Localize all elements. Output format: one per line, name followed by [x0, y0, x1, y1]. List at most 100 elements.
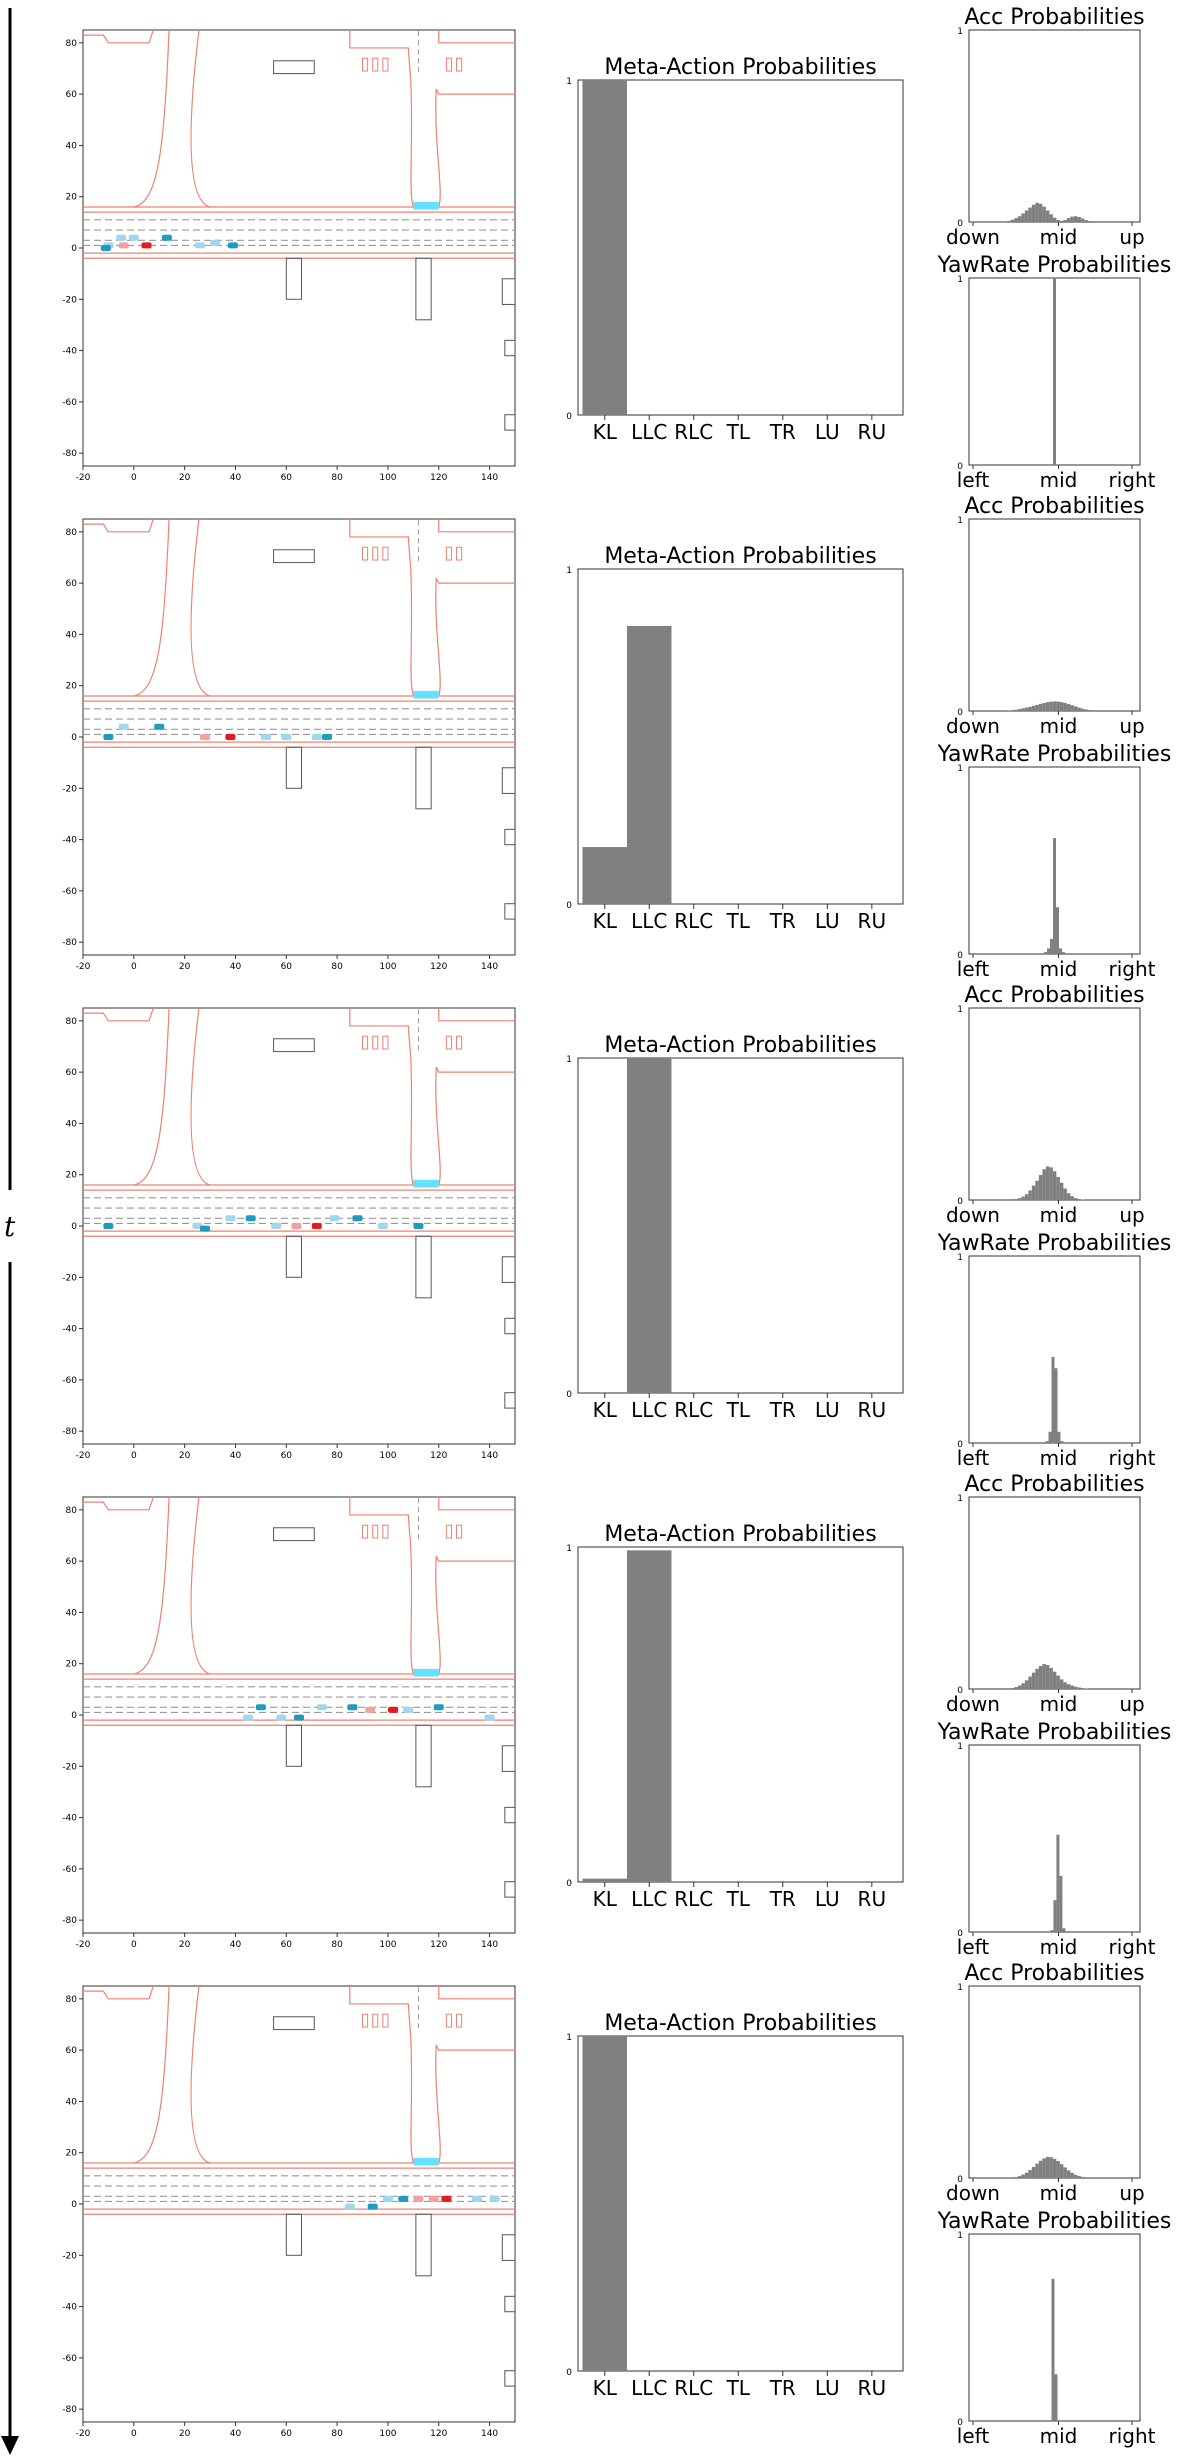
obstacle: [415, 1235, 432, 1299]
acc-chart: Acc Probabilities down mid up 1 0: [946, 1961, 1145, 2205]
acc-bar: [1066, 218, 1071, 222]
map-x-tick-label: 140: [481, 2429, 498, 2439]
acc-bar: [1010, 219, 1015, 222]
road-curve: [133, 1986, 170, 2164]
obstacle: [273, 2016, 315, 2031]
frame-2: -20 0 20 40 60 80 100 120 140806040200-20-40-60-…: [62, 494, 1171, 981]
acc-bar: [1042, 1664, 1046, 1689]
meta-tick-label-TR: TR: [769, 1887, 796, 1911]
obstacle: [504, 1806, 515, 1824]
acc-plot-area: [968, 1007, 1141, 1201]
yawrate-chart: YawRate Probabilities left mid right 1 0: [937, 2209, 1172, 2448]
map-y-tick-label: 60: [66, 1068, 78, 1078]
yaw-bar: [1053, 278, 1056, 465]
road-branch: [435, 2044, 515, 2164]
acc-bar: [1070, 705, 1074, 711]
meta-tick-label-RU: RU: [858, 909, 887, 933]
meta-tick-label-TL: TL: [726, 909, 751, 933]
obstacle: [285, 257, 303, 300]
yaw-tick-label-right: right: [1109, 1935, 1156, 1959]
acc-bar: [1021, 1683, 1025, 1689]
acc-bar: [1014, 1687, 1018, 1689]
map-y-tick-label: 40: [66, 1119, 78, 1129]
acc-bar: [1052, 701, 1057, 711]
road-stub: [372, 1524, 379, 1539]
acc-title: Acc Probabilities: [964, 983, 1144, 1008]
map-y-tick-label: -40: [62, 347, 77, 357]
acc-bar: [1077, 707, 1081, 711]
yaw-tick-label-right: right: [1109, 1446, 1156, 1470]
map-x-tick-label: 20: [179, 962, 191, 972]
acc-bar: [1038, 703, 1043, 711]
map-x-tick-label: 120: [430, 962, 447, 972]
road-stub: [382, 546, 389, 561]
acc-bar: [1035, 202, 1039, 222]
road-stub: [372, 546, 379, 561]
vehicle: [347, 1704, 358, 1711]
acc-bar: [1045, 702, 1050, 711]
road-stub: [372, 57, 379, 72]
map-panel: -20 0 20 40 60 80 100 120 140 80 60 40 20 0 -20 -40 -60 -…: [62, 1496, 516, 1950]
meta-tick-label-TL: TL: [726, 1398, 751, 1422]
obstacle: [273, 60, 315, 75]
acc-bar: [1080, 708, 1085, 711]
acc-bar: [1031, 1185, 1036, 1200]
obstacle: [285, 1724, 303, 1767]
road-curve: [190, 30, 211, 208]
map-y-tick-label: -60: [62, 2354, 77, 2364]
map-x-tick-label: 0: [131, 962, 137, 972]
acc-bar: [1070, 2172, 1074, 2178]
acc-bar: [1024, 210, 1029, 222]
meta-tick-label-RU: RU: [858, 1398, 887, 1422]
meta-action-chart: Meta-Action Probabilities KL LLC RLC TL TR LU R…: [566, 544, 904, 933]
road-branch: [438, 1986, 515, 2000]
acc-tick-label-up: up: [1119, 1692, 1144, 1716]
acc-y-tick-label: 0: [957, 219, 963, 229]
map-x-tick-label: 100: [379, 473, 396, 483]
obstacle: [501, 2234, 515, 2261]
yawrate-chart: YawRate Probabilities left mid right 1 0: [937, 1231, 1172, 1470]
yaw-tick-label-left: left: [957, 1935, 990, 1959]
road-curve: [190, 1008, 211, 1186]
yaw-bar: [1059, 948, 1062, 954]
vehicle: [413, 2195, 424, 2202]
acc-tick-label-down: down: [946, 1203, 1000, 1227]
road-stub: [456, 2013, 463, 2028]
acc-bar: [1007, 710, 1011, 711]
map-y-tick-label: -20: [62, 1762, 77, 1772]
map-x-tick-label: 80: [331, 473, 343, 483]
vehicle: [367, 2203, 378, 2210]
vehicle: [227, 242, 238, 249]
map-x-tick-label: 60: [281, 1451, 293, 1461]
obstacle: [504, 903, 515, 920]
acc-title: Acc Probabilities: [964, 1472, 1144, 1497]
meta-tick-label-LLC: LLC: [631, 909, 667, 933]
road-branch: [435, 577, 515, 697]
acc-bar: [1070, 1196, 1074, 1200]
vehicle: [192, 1223, 203, 1229]
road-stub: [362, 1524, 369, 1539]
road-branch: [438, 1008, 515, 1022]
meta-action-chart: Meta-Action Probabilities KL LLC RLC TL TR LU R…: [566, 1522, 904, 1911]
map-y-tick-label: 20: [66, 682, 78, 692]
meta-y-tick-label: 1: [566, 566, 572, 576]
yaw-bar: [1051, 1356, 1055, 1443]
obstacle: [273, 1527, 315, 1542]
map-y-tick-label: 20: [66, 2149, 78, 2159]
acc-bar: [1017, 1685, 1022, 1689]
yawrate-chart: YawRate Probabilities left mid right 1 0: [937, 1720, 1172, 1959]
yaw-y-tick-label: 0: [957, 2418, 963, 2428]
vehicle: [311, 1223, 322, 1229]
acc-bar: [1007, 220, 1011, 222]
meta-tick-label-LU: LU: [815, 420, 840, 444]
road-branch: [349, 519, 414, 697]
meta-bar-LLC: [626, 625, 672, 904]
yaw-bar: [1062, 1928, 1066, 1932]
yaw-bar: [1059, 1875, 1063, 1932]
acc-bar: [1056, 2161, 1060, 2178]
acc-bar: [1024, 2172, 1029, 2178]
meta-y-tick-label: 1: [566, 1544, 572, 1554]
meta-bar-LLC: [626, 1058, 672, 1393]
acc-bar: [1028, 1190, 1032, 1200]
